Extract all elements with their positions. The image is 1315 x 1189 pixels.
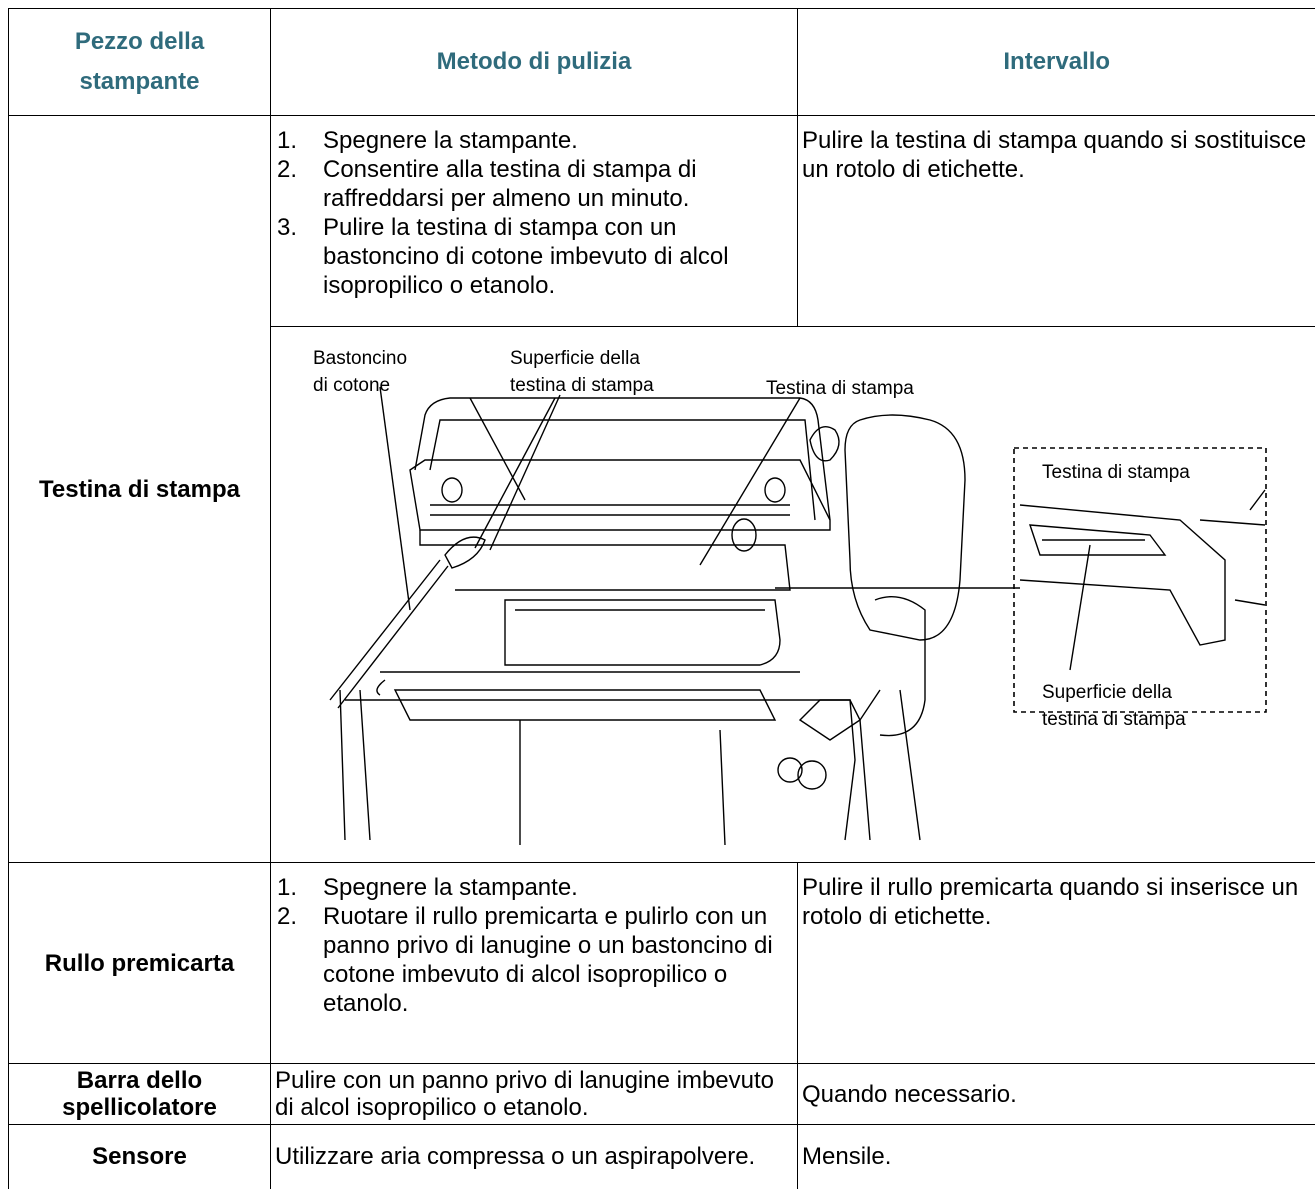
part-cell: Rullo premicarta — [9, 863, 271, 1064]
step-number: 2. — [275, 902, 323, 1018]
step-text: Spegnere la stampante. — [323, 126, 578, 155]
step: 2.Ruotare il rullo premicarta e pulirlo … — [275, 902, 793, 1018]
step-number: 3. — [275, 213, 323, 300]
figure-label: Testina di stampa — [1042, 462, 1190, 483]
figure-label: Superficie della — [510, 348, 640, 369]
step: 1.Spegnere la stampante. — [275, 873, 793, 902]
step-number: 1. — [275, 126, 323, 155]
part-cell: Sensore — [9, 1125, 271, 1189]
step: 2.Consentire alla testina di stampa di r… — [275, 155, 793, 213]
figure-label: testina di stampa — [510, 375, 654, 396]
method-cell: Utilizzare aria compressa o un aspirapol… — [271, 1125, 798, 1189]
figure-label: Testina di stampa — [766, 378, 914, 399]
figure-label: Bastoncino — [313, 348, 407, 369]
step-text: Spegnere la stampante. — [323, 873, 578, 902]
header-cell: Metodo di pulizia — [271, 9, 798, 116]
step: 3.Pulire la testina di stampa con un bas… — [275, 213, 793, 300]
method-cell: Pulire con un panno privo di lanugine im… — [271, 1064, 798, 1125]
printer-drawing — [330, 387, 1020, 845]
step-text: Consentire alla testina di stampa di raf… — [323, 155, 793, 213]
figure-label: testina di stampa — [1042, 709, 1186, 730]
row: Rullo premicarta 1.Spegnere la stampante… — [9, 863, 1315, 1064]
interval-cell: Mensile. — [798, 1125, 1315, 1189]
figure-cell: Bastoncino di cotone Superficie della te… — [271, 327, 1315, 863]
cleaning-table: Pezzo della stampante Metodo di pulizia … — [8, 8, 1315, 1189]
row: Sensore Utilizzare aria compressa o un a… — [9, 1125, 1315, 1189]
inset-drawing — [1020, 490, 1265, 670]
inset-frame — [1014, 448, 1266, 712]
figure-label: Superficie della — [1042, 682, 1172, 703]
row: Testina di stampa 1.Spegnere la stampant… — [9, 116, 1315, 327]
printer-illustration: Bastoncino di cotone Superficie della te… — [271, 327, 1315, 861]
header-cell: Intervallo — [798, 9, 1315, 116]
interval-cell: Pulire il rullo premicarta quando si ins… — [798, 863, 1315, 1064]
header-row: Pezzo della stampante Metodo di pulizia … — [9, 9, 1315, 116]
step-text: Pulire la testina di stampa con un basto… — [323, 213, 793, 300]
part-cell: Barra dello spellicolatore — [9, 1064, 271, 1125]
header-cell: Pezzo della stampante — [9, 9, 271, 116]
figure-label: di cotone — [313, 375, 390, 396]
step-number: 2. — [275, 155, 323, 213]
method-cell: 1.Spegnere la stampante.2.Consentire all… — [271, 116, 798, 327]
method-cell: 1.Spegnere la stampante.2.Ruotare il rul… — [271, 863, 798, 1064]
interval-cell: Pulire la testina di stampa quando si so… — [798, 116, 1315, 327]
step-number: 1. — [275, 873, 323, 902]
part-cell: Testina di stampa — [9, 116, 271, 863]
step-text: Ruotare il rullo premicarta e pulirlo co… — [323, 902, 793, 1018]
step: 1.Spegnere la stampante. — [275, 126, 793, 155]
interval-cell: Quando necessario. — [798, 1064, 1315, 1125]
row: Barra dello spellicolatore Pulire con un… — [9, 1064, 1315, 1125]
